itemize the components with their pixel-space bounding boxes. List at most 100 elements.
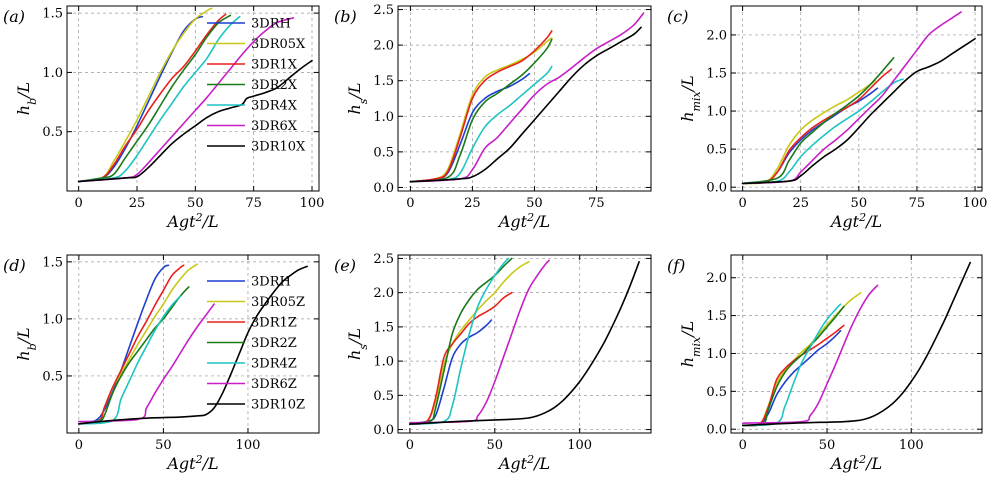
legend-label: 3DR10Z [251,398,305,413]
series-line-3dr4z [409,257,510,425]
legend-label: 3DR4X [251,99,298,114]
y-tick-label: 1.5 [42,255,63,270]
x-tick-label: 100 [567,438,592,453]
series-line-3drh [77,15,204,183]
series-line-3dr10z [741,261,972,427]
series-line-3dr1x [741,68,893,185]
y-tick-label: 0.5 [706,143,727,158]
x-tick-label: 100 [963,196,988,211]
x-tick-label: 0 [738,196,746,211]
panel-c: 0 25 50 75 100 0.0 0.5 1.0 1.5 2.0 (c) Agt2/L hmix/L [667,5,988,232]
y-tick-label: 0.0 [706,181,727,196]
series-line-3dr2x [77,14,232,183]
series-line-3dr10z [409,261,640,425]
series-line-3dr4x [77,15,241,183]
x-tick-label: 25 [129,196,146,211]
y-tick-label: 0.5 [373,145,394,160]
x-tick-label: 0 [75,438,83,453]
y-tick-label: 0.5 [42,125,63,140]
panel-label: (d) [3,256,26,275]
series-line-3dr1x [409,30,553,183]
series-line-3drh [741,329,842,427]
y-tick-label: 0.5 [42,369,63,384]
panel-label: (e) [334,256,356,275]
plot-frame [730,5,983,192]
legend-label: 3DR2X [251,78,298,93]
x-axis-label: Agt2/L [829,453,882,474]
series-line-3dr4x [741,78,904,185]
series-line-3dr1x [77,13,227,183]
x-tick-label: 75 [909,196,926,211]
legend-label: 3DR10X [251,140,306,155]
series-line-3dr2x [741,56,895,185]
plot-frame [397,254,652,434]
x-tick-label: 0 [406,438,414,453]
series-line-3dr2z [78,286,190,425]
legend-label: 3DR05X [251,37,306,52]
plot-frame [66,254,320,434]
x-axis-label: Agt2/L [497,453,550,474]
x-tick-label: 75 [245,196,262,211]
series-line-3dr4z [78,295,182,425]
y-tick-label: 1.5 [42,7,63,22]
x-tick-label: 0 [75,196,83,211]
y-tick-label: 1.0 [706,105,727,120]
series-line-3dr2x [409,38,553,183]
x-tick-label: 50 [819,438,836,453]
y-axis-label: hs/L [345,83,370,115]
x-axis-label: Agt2/L [829,211,882,232]
x-tick-label: 50 [487,438,504,453]
panel-label: (a) [3,7,25,26]
panel-label: (c) [667,7,688,26]
y-axis-label: hmix/L [678,75,703,121]
legend-label: 3DR05Z [251,295,305,310]
plot-frame [397,5,652,192]
x-axis-label: Agt2/L [165,211,218,232]
series-line-3drh [409,319,493,425]
series-line-3dr10x [77,59,313,183]
x-tick-label: 100 [899,438,924,453]
legend: 3DRH 3DR05X 3DR1X 3DR2X 3DR4X 3DR6X 3DR10X [207,17,306,155]
series-line-3drh [741,87,879,185]
series-line-3dr05z [78,263,199,425]
panel-e: 0 50 100 0.0 0.5 1.0 1.5 2.0 2.5 (e) Agt2/L hs/L [334,252,652,474]
series-line-3drh [78,264,170,425]
series-line-3dr6x [409,12,645,183]
panel-f: 0 50 100 0.0 0.5 1.0 1.5 2.0 (f) Agt2/L hmix/L [667,254,983,474]
y-axis-label: hs/L [345,328,370,360]
x-tick-label: 100 [300,196,325,211]
y-tick-label: 2.5 [373,252,394,267]
series-line-3dr1z [409,291,513,425]
series-line-3dr10x [409,26,642,183]
y-tick-label: 2.0 [706,28,727,43]
y-tick-label: 2.0 [706,271,727,286]
x-tick-label: 50 [851,196,868,211]
plot-frame [730,254,983,434]
y-tick-label: 2.0 [373,39,394,54]
x-axis-label: Agt2/L [165,453,218,474]
y-tick-label: 1.5 [706,309,727,324]
legend-label: 3DR4Z [251,357,297,372]
y-tick-label: 2.5 [373,3,394,18]
panel-label: (b) [334,7,357,26]
series-line-3dr6x [741,11,962,185]
series-line-3dr6z [78,303,215,423]
y-tick-label: 0.5 [373,389,394,404]
x-tick-label: 25 [792,196,809,211]
y-tick-label: 1.0 [706,347,727,362]
y-tick-label: 1.0 [42,312,63,327]
series-line-3dr4z [741,303,842,427]
panel-d: 0 50 1000.51.01.5(d)Agt2/Lhb/L3DRH3DR05Z3D… [3,254,320,474]
plot-frame [66,5,320,192]
x-tick-label: 75 [588,196,605,211]
series-line-3dr05x [409,37,553,183]
series-line-3dr6x [77,17,295,183]
legend-label: 3DRH [251,17,291,32]
y-tick-label: 0.0 [373,423,394,438]
x-tick-label: 50 [187,196,204,211]
x-tick-label: 0 [406,196,414,211]
y-tick-label: 2.0 [373,286,394,301]
legend-label: 3DR2Z [251,336,297,351]
series-line-3dr1z [78,264,185,425]
